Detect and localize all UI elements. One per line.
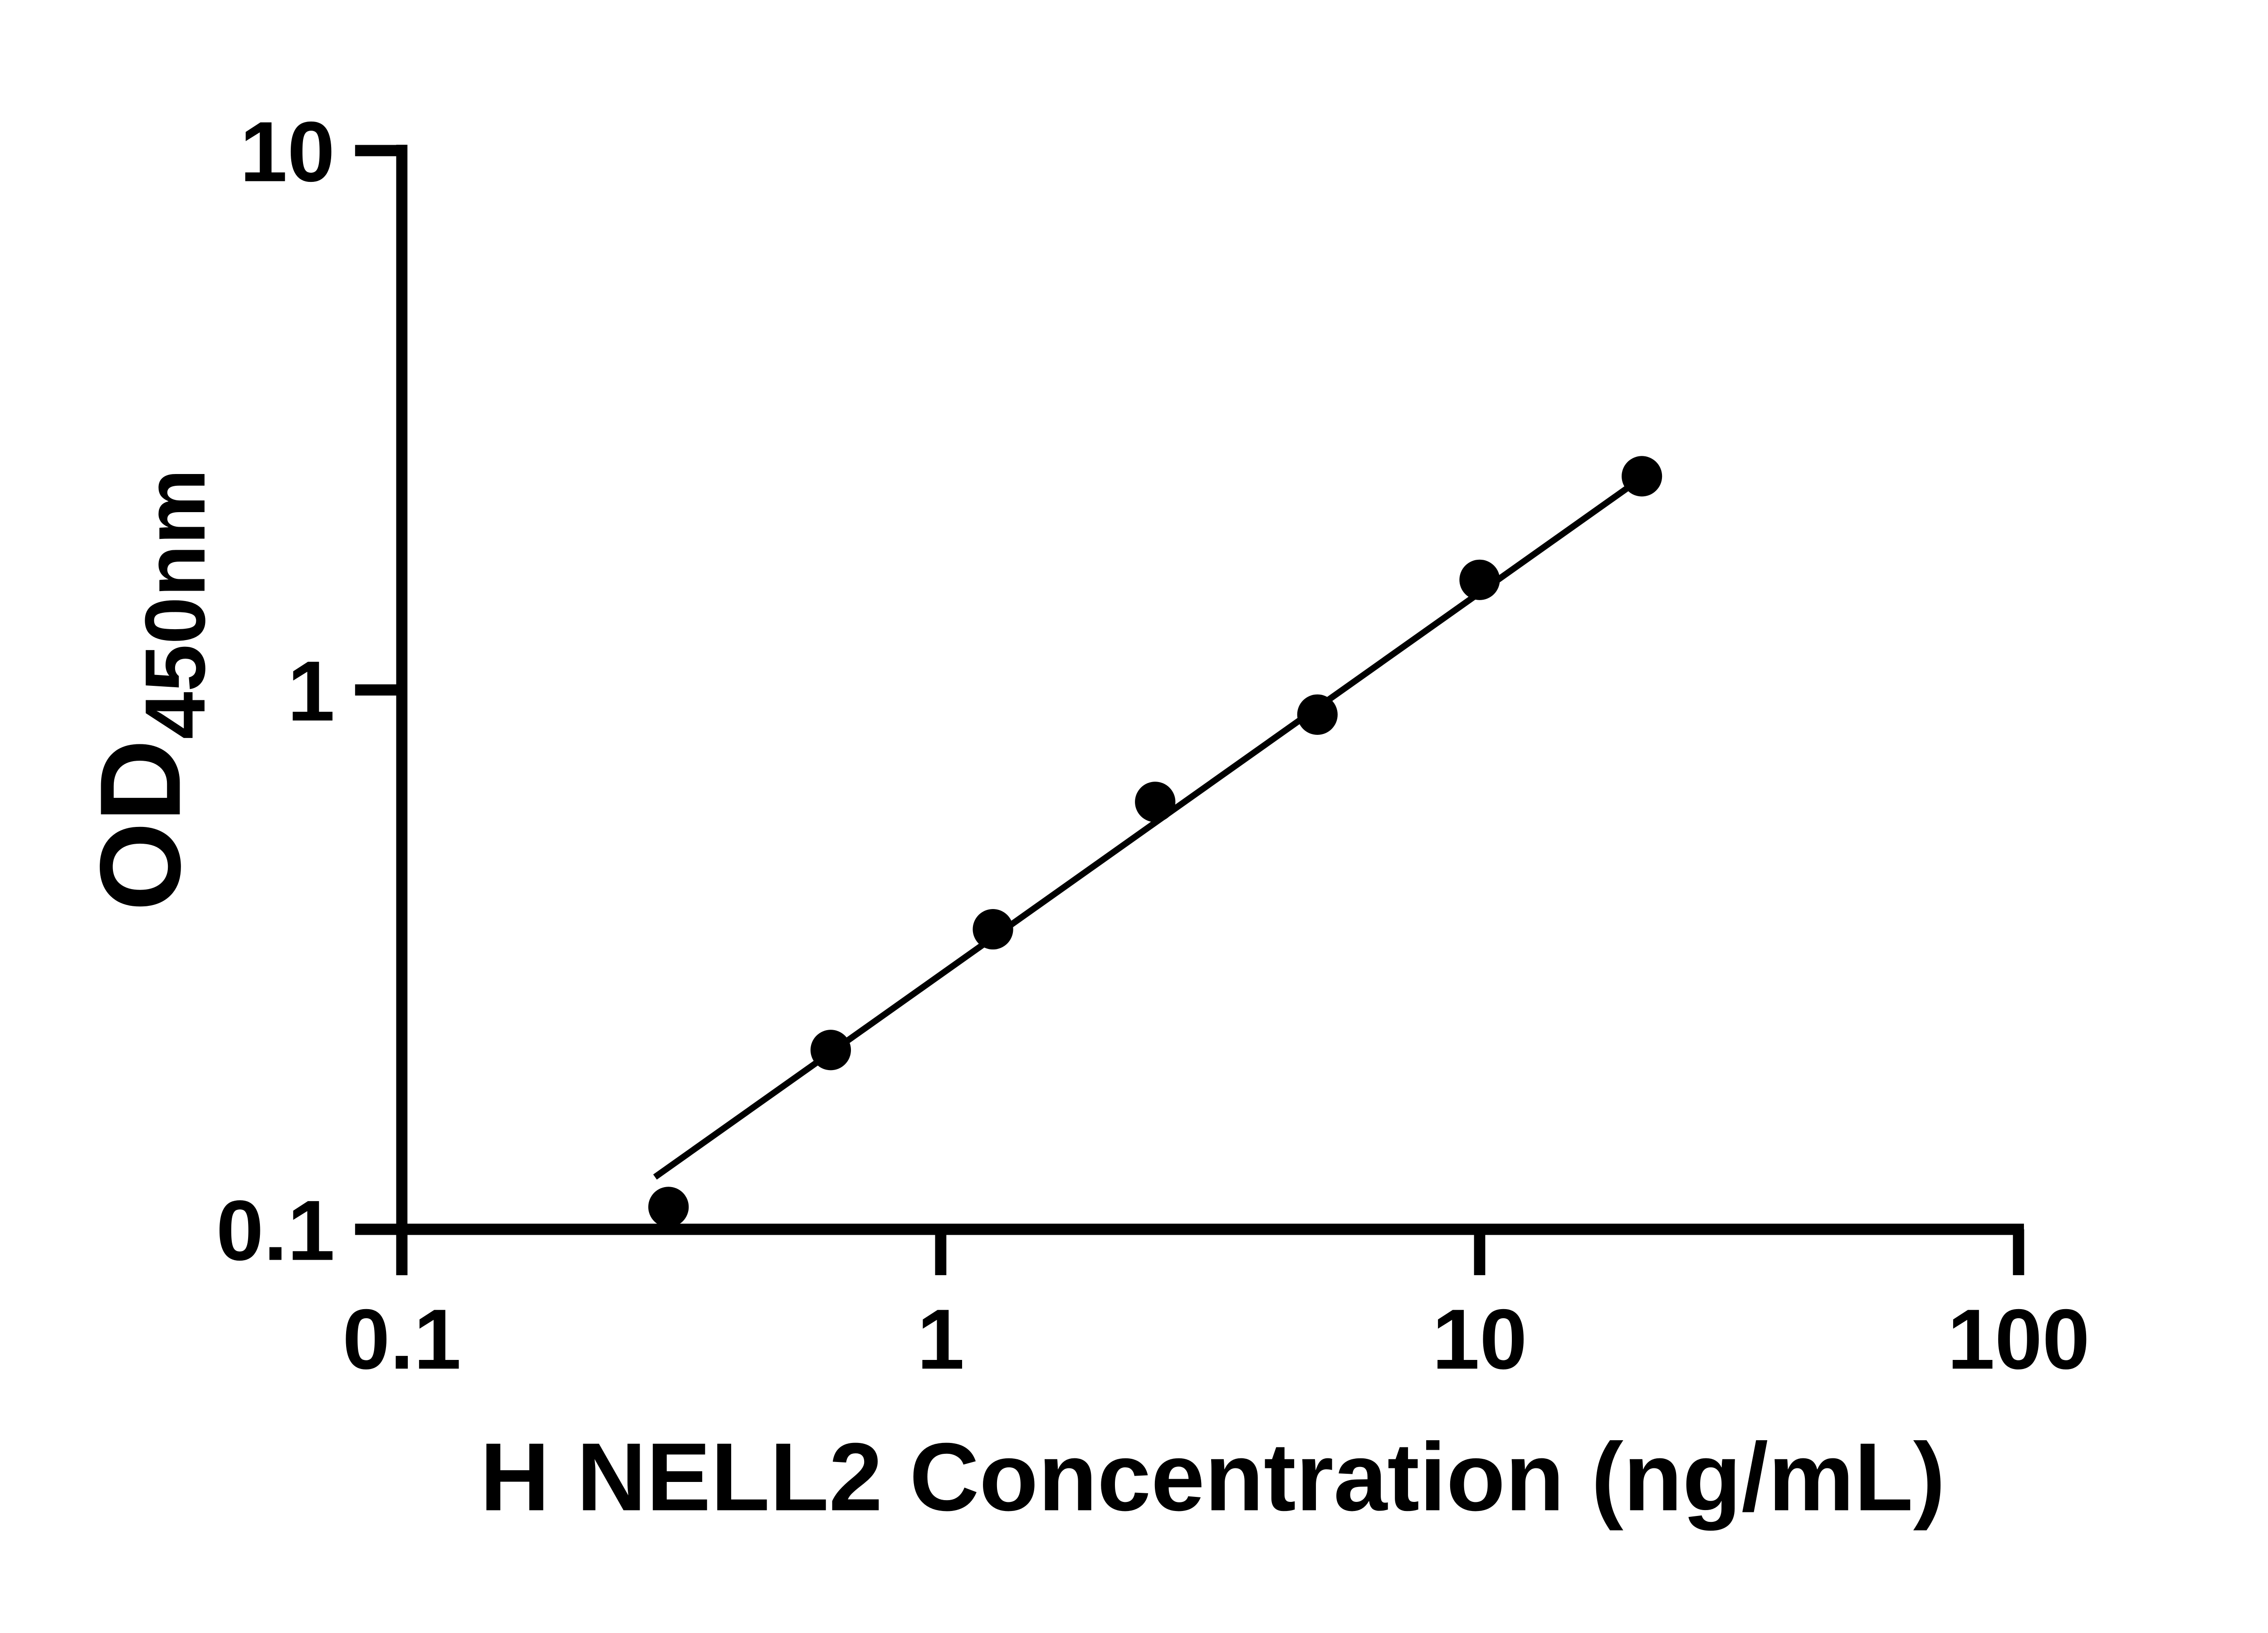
data-point-marker — [1459, 559, 1500, 600]
y-axis-title-subscript: 450nm — [127, 469, 223, 739]
data-point-marker — [1622, 456, 1662, 497]
x-tick-label: 10 — [1432, 1291, 1527, 1387]
x-tick-label: 0.1 — [342, 1291, 461, 1387]
data-point-marker — [973, 909, 1013, 950]
data-point-marker — [1297, 694, 1338, 735]
data-point-marker — [1135, 782, 1176, 822]
x-tick-label: 1 — [917, 1291, 965, 1387]
y-axis-title-main: OD — [76, 739, 204, 911]
data-point-marker — [810, 1030, 851, 1071]
plot-area: 10 1 0.10.1 1 10 100 — [216, 104, 2090, 1387]
data-point-marker — [648, 1187, 689, 1227]
y-axis-title: OD450nm — [76, 469, 222, 911]
y-tick-label: 0.1 — [216, 1183, 335, 1278]
x-axis-title: H NELL2 Concentration (ng/mL) — [480, 1423, 1945, 1531]
x-tick-label: 100 — [1947, 1291, 2090, 1387]
y-tick-label: 1 — [288, 643, 335, 738]
y-tick-label: 10 — [240, 104, 335, 199]
